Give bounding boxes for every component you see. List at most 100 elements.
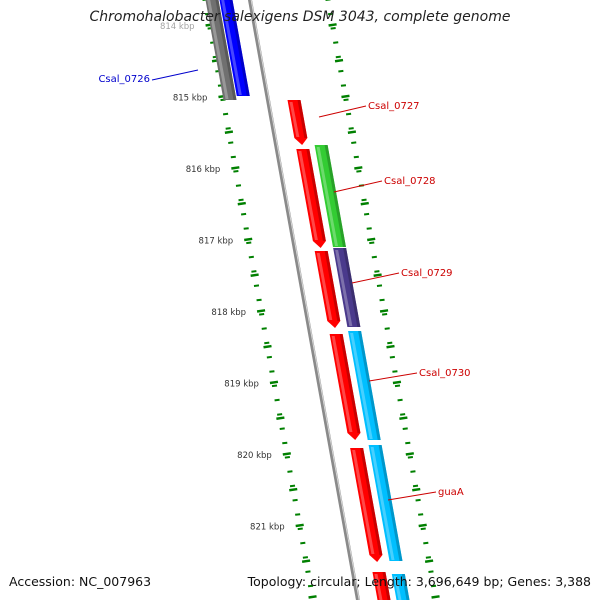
right-major-tick: [405, 452, 414, 456]
gene-label[interactable]: Csal_0729: [401, 268, 453, 279]
left-minor-tick: [269, 370, 275, 373]
left-major-tick: [295, 523, 304, 528]
right-minor-tick: [418, 513, 424, 516]
right-minor-tick: [340, 84, 347, 87]
right-major-tick: [334, 58, 344, 63]
left-minor-tick: [289, 484, 296, 488]
ruler-label: 814 kbp: [160, 22, 195, 32]
right-minor-tick: [423, 541, 429, 545]
gene-feature: [348, 331, 381, 440]
right-major-tick: [412, 487, 421, 492]
left-major-tick: [263, 344, 272, 349]
gene-label[interactable]: Csal_0727: [368, 101, 420, 112]
right-minor-tick: [338, 69, 344, 73]
left-major-tick: [250, 273, 259, 277]
ruler-label: 816 kbp: [186, 165, 221, 175]
right-minor-tick: [369, 241, 375, 245]
left-minor-tick: [230, 155, 236, 159]
backbone: [247, 0, 361, 600]
gene-feature: [391, 574, 410, 600]
right-minor-tick: [379, 298, 385, 302]
right-minor-tick: [394, 384, 401, 388]
gene-feature: [314, 145, 346, 247]
left-minor-tick: [282, 441, 288, 445]
gene-feature: [296, 149, 326, 248]
left-major-tick: [276, 416, 285, 420]
left-minor-tick: [277, 413, 283, 416]
left-minor-tick: [246, 241, 252, 245]
right-minor-tick: [402, 427, 408, 430]
ruler-label: 819 kbp: [224, 380, 259, 390]
left-minor-tick: [261, 327, 267, 330]
right-minor-tick: [389, 355, 395, 359]
right-major-tick: [367, 237, 376, 242]
left-minor-tick: [248, 255, 254, 259]
right-major-tick: [418, 523, 427, 528]
left-minor-tick: [292, 498, 298, 502]
right-minor-tick: [405, 441, 411, 445]
right-major-tick: [386, 344, 395, 349]
right-minor-tick: [366, 227, 372, 230]
gene-label-leader: [151, 69, 199, 81]
left-minor-tick: [251, 270, 257, 273]
right-minor-tick: [410, 470, 416, 473]
left-major-tick: [269, 380, 279, 385]
right-minor-tick: [356, 170, 362, 173]
left-minor-tick: [264, 341, 270, 345]
gene-feature: [314, 251, 341, 328]
gene-labels: Csal_0726 Csal_0727 Csal_0728 Csal_0729 Csal…: [98, 69, 471, 501]
gene-label[interactable]: Csal_0728: [384, 176, 436, 187]
right-major-tick: [399, 416, 408, 420]
gene-feature: [372, 572, 391, 600]
ruler-label: 817 kbp: [199, 237, 234, 247]
right-major-tick: [431, 595, 440, 599]
right-major-tick: [347, 130, 357, 134]
backbone-line: [247, 0, 361, 600]
left-minor-tick: [271, 384, 278, 388]
right-minor-tick: [428, 570, 434, 573]
right-minor-tick: [345, 112, 352, 116]
gene-label-leader: [333, 180, 383, 193]
left-major-tick: [237, 201, 246, 206]
gene-feature: [287, 100, 308, 145]
left-minor-tick: [259, 313, 265, 316]
left-minor-tick: [225, 127, 231, 130]
left-major-tick: [308, 595, 317, 599]
genome-summary-text: Topology: circular; Length: 3,696,649 bp…: [247, 574, 591, 589]
right-minor-tick: [374, 270, 380, 273]
left-minor-tick: [284, 456, 290, 459]
left-minor-tick: [222, 112, 229, 116]
left-minor-tick: [256, 298, 262, 302]
left-minor-tick: [274, 398, 280, 402]
right-minor-tick: [397, 398, 403, 402]
right-minor-tick: [407, 456, 413, 459]
gene-label-leader: [318, 105, 367, 118]
left-minor-tick: [228, 141, 234, 144]
gene-label-leader: [351, 272, 400, 284]
right-minor-tick: [343, 98, 349, 102]
right-minor-tick: [351, 141, 357, 144]
left-major-tick: [282, 452, 291, 456]
right-minor-tick: [333, 41, 339, 44]
left-minor-tick: [287, 470, 293, 473]
gene-label[interactable]: guaA: [438, 487, 464, 498]
tick-marks: [202, 0, 440, 599]
right-minor-tick: [430, 584, 437, 588]
right-minor-tick: [348, 127, 354, 130]
gene-label[interactable]: Csal_0726: [98, 74, 150, 85]
accession-text: Accession: NC_007963: [9, 574, 152, 589]
gene-label[interactable]: Csal_0730: [419, 368, 471, 379]
left-minor-tick: [253, 284, 260, 287]
left-minor-tick: [295, 513, 301, 516]
gene-feature: [350, 448, 383, 562]
right-minor-tick: [412, 484, 419, 488]
right-minor-tick: [353, 155, 359, 159]
right-major-tick: [360, 201, 369, 206]
map-title: Chromohalobacter salexigens DSM 3043, co…: [89, 9, 511, 25]
gene-label-leader: [387, 491, 437, 501]
left-minor-tick: [235, 184, 242, 187]
right-minor-tick: [425, 556, 432, 559]
right-major-tick: [354, 166, 363, 170]
